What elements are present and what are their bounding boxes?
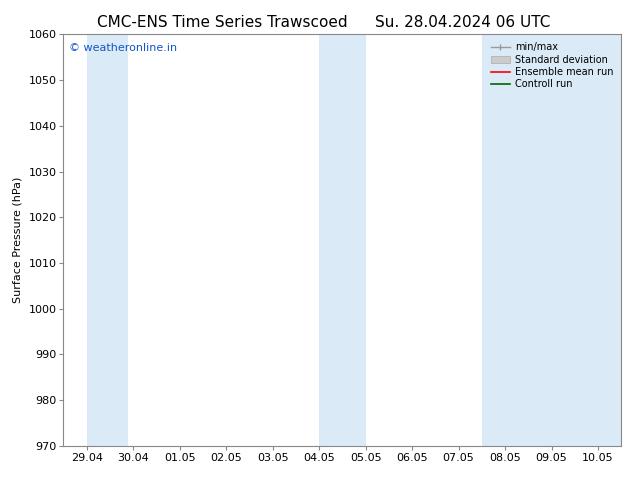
Text: CMC-ENS Time Series Trawscoed: CMC-ENS Time Series Trawscoed xyxy=(96,15,347,30)
Bar xyxy=(319,34,366,446)
Bar xyxy=(87,34,129,446)
Legend: min/max, Standard deviation, Ensemble mean run, Controll run: min/max, Standard deviation, Ensemble me… xyxy=(488,39,616,92)
Text: Su. 28.04.2024 06 UTC: Su. 28.04.2024 06 UTC xyxy=(375,15,550,30)
Bar xyxy=(482,34,621,446)
Y-axis label: Surface Pressure (hPa): Surface Pressure (hPa) xyxy=(13,177,23,303)
Text: © weatheronline.in: © weatheronline.in xyxy=(69,43,177,52)
